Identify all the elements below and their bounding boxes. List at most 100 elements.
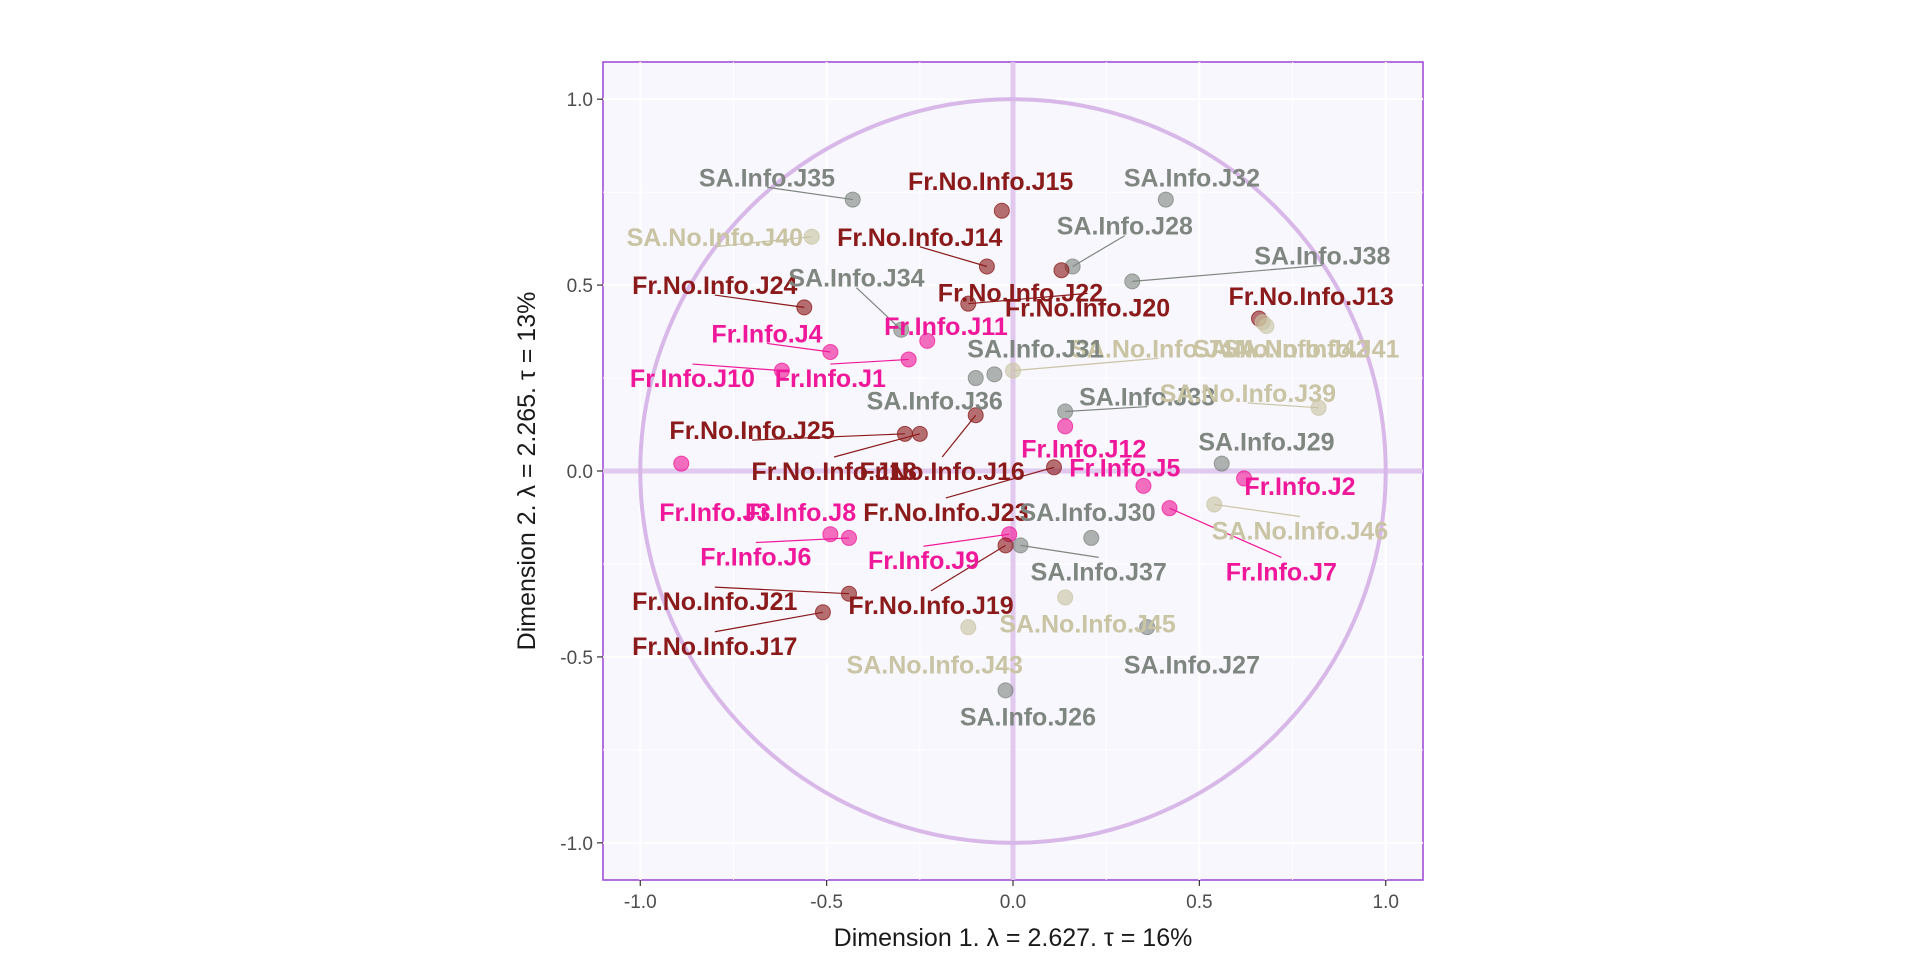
y-tick-label: 0.0 xyxy=(567,462,593,483)
data-point xyxy=(841,585,857,602)
label-connector xyxy=(856,287,902,331)
data-point xyxy=(1213,455,1230,472)
point-label: Fr.Info.J10 xyxy=(630,365,755,393)
point-label: SA.Info.J36 xyxy=(867,387,1003,415)
label-connector xyxy=(1214,503,1301,518)
unit-circle xyxy=(638,97,1388,845)
point-label: SA.Info.J37 xyxy=(1031,558,1167,586)
point-label: SA.No.Info.J44 xyxy=(1070,335,1247,363)
data-point xyxy=(1236,470,1253,487)
point-label: Fr.Info.J4 xyxy=(711,320,822,348)
point-label: SA.Info.J35 xyxy=(699,164,835,192)
point-label: SA.Info.J30 xyxy=(1019,499,1155,527)
data-point xyxy=(773,362,790,379)
point-label: Fr.No.Info.J24 xyxy=(632,272,797,300)
point-label: SA.No.Info.J39 xyxy=(1160,380,1336,408)
point-label: SA.Info.J38 xyxy=(1254,242,1390,270)
data-point xyxy=(673,455,690,472)
data-point xyxy=(796,299,813,316)
data-point xyxy=(1310,399,1327,416)
point-label: Fr.No.Info.J20 xyxy=(1005,294,1170,322)
point-label: Fr.No.Info.J19 xyxy=(848,592,1013,620)
label-connector xyxy=(692,363,782,372)
point-label: SA.No.Info.J46 xyxy=(1212,517,1388,545)
point-label: Fr.No.Info.J14 xyxy=(837,224,1002,252)
point-label: SA.No.Info.J42 xyxy=(1193,335,1369,363)
data-point xyxy=(919,332,936,349)
data-point xyxy=(822,526,839,543)
correlation-circle xyxy=(638,97,1388,845)
data-point xyxy=(1057,418,1074,435)
y-axis-title: Dimension 2. λ = 2.265. τ = 13% xyxy=(513,292,541,651)
data-point xyxy=(893,321,910,338)
data-point xyxy=(997,537,1014,554)
point-label: Fr.Info.J3 xyxy=(659,499,770,527)
label-connector xyxy=(1247,402,1319,409)
data-point xyxy=(1053,262,1070,279)
label-connector xyxy=(714,236,812,248)
data-point xyxy=(1012,537,1029,554)
point-label: Fr.No.Info.J17 xyxy=(632,633,797,661)
y-tick-label: 0.5 xyxy=(567,276,593,297)
point-label: Fr.No.Info.J13 xyxy=(1229,283,1394,311)
label-connector xyxy=(930,544,1006,592)
point-label: SA.Info.J28 xyxy=(1057,213,1193,241)
point-label: SA.No.Info.J40 xyxy=(627,224,803,252)
label-connector xyxy=(714,586,850,595)
data-point xyxy=(1057,589,1074,606)
point-label: Fr.No.Info.J16 xyxy=(860,458,1025,486)
point-label: Fr.Info.J12 xyxy=(1021,436,1146,464)
data-point xyxy=(841,529,857,546)
label-connector xyxy=(830,358,909,365)
x-tick-label: -0.5 xyxy=(810,892,843,913)
data-point xyxy=(844,191,861,208)
data-point xyxy=(993,202,1010,219)
point-label: SA.Info.J32 xyxy=(1124,164,1260,192)
data-point xyxy=(960,295,977,312)
point-label: Fr.No.Info.J25 xyxy=(669,417,834,445)
point-label: SA.Info.J31 xyxy=(967,335,1103,363)
data-point xyxy=(960,619,977,636)
point-label: Fr.Info.J5 xyxy=(1069,454,1180,482)
axes: -1.0 -0.5 0.0 0.5 1.0 -1.0 -0.5 0.0 0.5 1.0 xyxy=(560,90,1399,913)
x-tick-label: 1.0 xyxy=(1373,892,1399,913)
label-connector xyxy=(1132,264,1323,282)
label-connector xyxy=(923,533,1010,547)
data-point xyxy=(1161,500,1178,517)
data-point xyxy=(1057,403,1074,420)
point-label: Fr.No.Info.J22 xyxy=(938,280,1103,308)
data-point xyxy=(1124,273,1141,290)
data-point xyxy=(803,228,820,245)
label-connector xyxy=(919,246,988,268)
data-point xyxy=(997,682,1014,699)
data-point xyxy=(1135,477,1152,494)
label-connector xyxy=(1072,235,1126,268)
data-point xyxy=(814,604,831,621)
data-point xyxy=(967,407,984,424)
point-label: SA.No.Info.J45 xyxy=(999,610,1176,638)
point-labels: SA.Info.J35 Fr.No.Info.J15 SA.Info.J32 SA.N… xyxy=(627,164,1400,731)
point-label: SA.No.Info.J43 xyxy=(847,651,1023,679)
y-tick-label: -0.5 xyxy=(560,648,593,669)
point-label: SA.Info.J26 xyxy=(960,703,1096,731)
data-point xyxy=(1139,619,1156,636)
point-label: Fr.No.Info.J21 xyxy=(632,588,797,616)
label-connector xyxy=(1012,357,1159,372)
data-point xyxy=(986,366,1003,383)
data-point xyxy=(1005,362,1021,379)
label-connector xyxy=(714,611,824,633)
point-label: Fr.No.Info.J15 xyxy=(908,168,1073,196)
data-point xyxy=(911,425,928,442)
point-label: Fr.No.Info.J18 xyxy=(751,458,916,486)
point-label: SA.Info.J33 xyxy=(1079,384,1215,412)
label-connector xyxy=(968,292,1088,305)
data-point xyxy=(978,258,995,275)
x-tick-label: 0.5 xyxy=(1186,892,1212,913)
x-tick-label: 0.0 xyxy=(1000,892,1026,913)
data-point xyxy=(822,344,839,361)
point-label: Fr.Info.J11 xyxy=(884,313,1008,341)
point-label: SA.Info.J27 xyxy=(1124,651,1260,679)
x-axis-title: Dimension 1. λ = 2.627. τ = 16% xyxy=(834,924,1193,952)
